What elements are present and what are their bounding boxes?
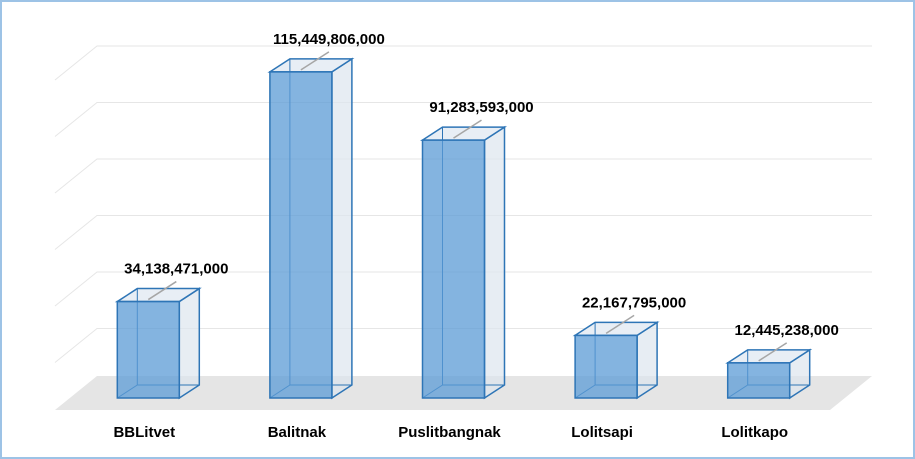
grid-line: [54, 102, 872, 137]
bar: [726, 362, 791, 399]
leader-line: [605, 314, 635, 335]
data-label: 91,283,593,000: [429, 99, 533, 116]
data-label: 115,449,806,000: [273, 31, 385, 48]
bar-side: [331, 57, 353, 400]
bar: [574, 334, 638, 399]
bar-side: [178, 287, 201, 400]
grid-line: [54, 158, 872, 194]
x-tick-label: Lolitsapi: [571, 424, 633, 441]
x-tick-label: Puslitbangnak: [398, 424, 501, 441]
leader-line: [147, 280, 177, 301]
leader-line: [758, 342, 788, 362]
x-tick-label: BBLitvet: [113, 424, 175, 441]
leader-line: [300, 51, 330, 71]
leader-line: [453, 119, 482, 139]
bar-side: [483, 125, 506, 400]
grid-line: [54, 271, 872, 307]
data-label: 12,445,238,000: [735, 322, 839, 339]
bar: [421, 139, 486, 399]
data-label: 22,167,795,000: [582, 294, 686, 311]
grid-line: [54, 215, 872, 250]
bar: [116, 300, 181, 399]
bar: [269, 71, 333, 399]
x-tick-label: Balitnak: [268, 424, 327, 441]
data-label: 34,138,471,000: [124, 261, 228, 278]
x-tick-label: Lolitkapo: [721, 424, 788, 441]
grid-line: [54, 45, 872, 81]
